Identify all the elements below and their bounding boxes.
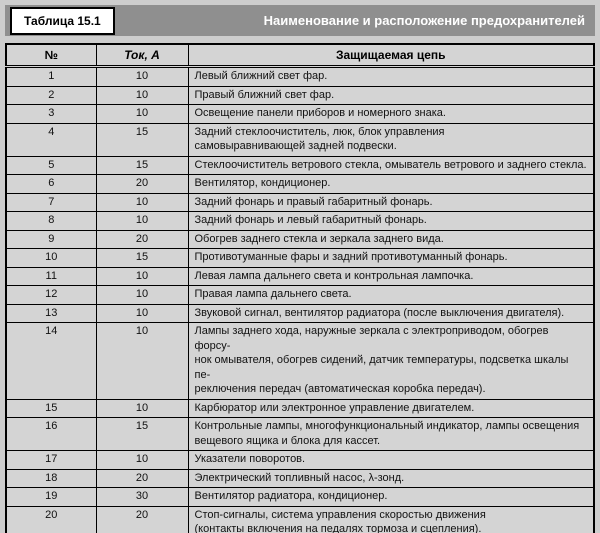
cell-circuit: Карбюратор или электронное управление дв… [187,398,595,418]
cell-number: 7 [5,192,97,212]
cell-number: 10 [5,248,97,268]
cell-number: 15 [5,398,97,418]
table-row: 10 15 Противотуманные фары и задний против… [5,248,595,268]
table-row: 2 10 Правый ближний свет фар. [5,85,595,105]
cell-circuit: Освещение панели приборов и номерного зн… [187,104,595,124]
table-row: 9 20 Обогрев заднего стекла и зеркала задн… [5,229,595,249]
cell-circuit: Указатели поворотов. [187,450,595,470]
fuse-table-body: 1 10 Левый ближний свет фар. 2 10 Правый ближ… [5,66,595,533]
table-row: 8 10 Задний фонарь и левый габаритный фона… [5,211,595,231]
table-row: 16 15 Контрольные лампы, многофункциональн… [5,417,595,451]
table-row: 19 30 Вентилятор радиатора, кондиционер. [5,487,595,507]
cell-number: 3 [5,104,97,124]
cell-current: 10 [95,398,189,418]
table-row: 20 20 Стоп-сигналы, система управления ско… [5,505,595,533]
cell-circuit: Правый ближний свет фар. [187,85,595,105]
cell-circuit: Лампы заднего хода, наружные зеркала с э… [187,322,595,400]
cell-circuit: Задний фонарь и правый габаритный фонарь… [187,192,595,212]
cell-current: 10 [95,104,189,124]
table-row: 6 20 Вентилятор, кондиционер. [5,174,595,194]
cell-number: 16 [5,417,97,451]
fuse-table: № Ток, А Защищаемая цепь 1 10 Левый ближни… [5,43,595,533]
table-row: 17 10 Указатели поворотов. [5,450,595,470]
cell-circuit: Вентилятор, кондиционер. [187,174,595,194]
cell-current: 10 [95,66,189,87]
cell-number: 2 [5,85,97,105]
cell-current: 10 [95,303,189,323]
table-row: 11 10 Левая лампа дальнего света и контрол… [5,266,595,286]
cell-circuit: Задний фонарь и левый габаритный фонарь. [187,211,595,231]
cell-current: 10 [95,85,189,105]
cell-number: 6 [5,174,97,194]
column-header-current: Ток, А [95,43,189,68]
cell-number: 9 [5,229,97,249]
cell-number: 11 [5,266,97,286]
cell-circuit: Стоп-сигналы, система управления скорост… [187,505,595,533]
cell-circuit: Задний стеклоочиститель, люк, блок управ… [187,122,595,157]
cell-number: 4 [5,122,97,157]
spacer [5,36,595,43]
cell-current: 20 [95,468,189,488]
table-row: 3 10 Освещение панели приборов и номерного… [5,104,595,124]
cell-current: 30 [95,487,189,507]
table-row: 4 15 Задний стеклоочиститель, люк, блок уп… [5,122,595,157]
cell-number: 1 [5,66,97,87]
cell-current: 10 [95,285,189,305]
cell-circuit: Стеклоочиститель ветрового стекла, омыва… [187,155,595,175]
cell-current: 10 [95,211,189,231]
cell-current: 20 [95,505,189,533]
title-bar: Таблица 15.1 Наименование и расположение… [5,5,595,36]
table-row: 5 15 Стеклоочиститель ветрового стекла, ом… [5,155,595,175]
cell-current: 20 [95,229,189,249]
cell-number: 12 [5,285,97,305]
table-row: 12 10 Правая лампа дальнего света. [5,285,595,305]
header-row: № Ток, А Защищаемая цепь [5,43,595,68]
cell-current: 15 [95,248,189,268]
cell-number: 13 [5,303,97,323]
table-caption-box: Таблица 15.1 [10,6,115,35]
table-row: 15 10 Карбюратор или электронное управлени… [5,398,595,418]
table-row: 13 10 Звуковой сигнал, вентилятор радиатор… [5,303,595,323]
cell-number: 18 [5,468,97,488]
table-row: 1 10 Левый ближний свет фар. [5,66,595,87]
cell-current: 10 [95,266,189,286]
cell-current: 10 [95,450,189,470]
cell-current: 20 [95,174,189,194]
column-header-number: № [5,43,97,68]
cell-circuit: Электрический топливный насос, λ-зонд. [187,468,595,488]
cell-current: 10 [95,192,189,212]
cell-current: 10 [95,322,189,400]
cell-number: 17 [5,450,97,470]
cell-circuit: Правая лампа дальнего света. [187,285,595,305]
column-header-circuit: Защищаемая цепь [187,43,595,68]
table-title: Наименование и расположение предохраните… [263,13,585,28]
cell-current: 15 [95,417,189,451]
cell-number: 14 [5,322,97,400]
cell-current: 15 [95,155,189,175]
cell-circuit: Противотуманные фары и задний противотум… [187,248,595,268]
cell-number: 5 [5,155,97,175]
cell-number: 20 [5,505,97,533]
cell-number: 19 [5,487,97,507]
table-row: 18 20 Электрический топливный насос, λ-зон… [5,468,595,488]
table-row: 7 10 Задний фонарь и правый габаритный фон… [5,192,595,212]
cell-circuit: Левая лампа дальнего света и контрольная… [187,266,595,286]
cell-circuit: Вентилятор радиатора, кондиционер. [187,487,595,507]
table-row: 14 10 Лампы заднего хода, наружные зеркала… [5,322,595,400]
cell-current: 15 [95,122,189,157]
cell-circuit: Левый ближний свет фар. [187,66,595,87]
cell-circuit: Контрольные лампы, многофункциональный и… [187,417,595,451]
cell-circuit: Звуковой сигнал, вентилятор радиатора (п… [187,303,595,323]
cell-number: 8 [5,211,97,231]
cell-circuit: Обогрев заднего стекла и зеркала заднего… [187,229,595,249]
